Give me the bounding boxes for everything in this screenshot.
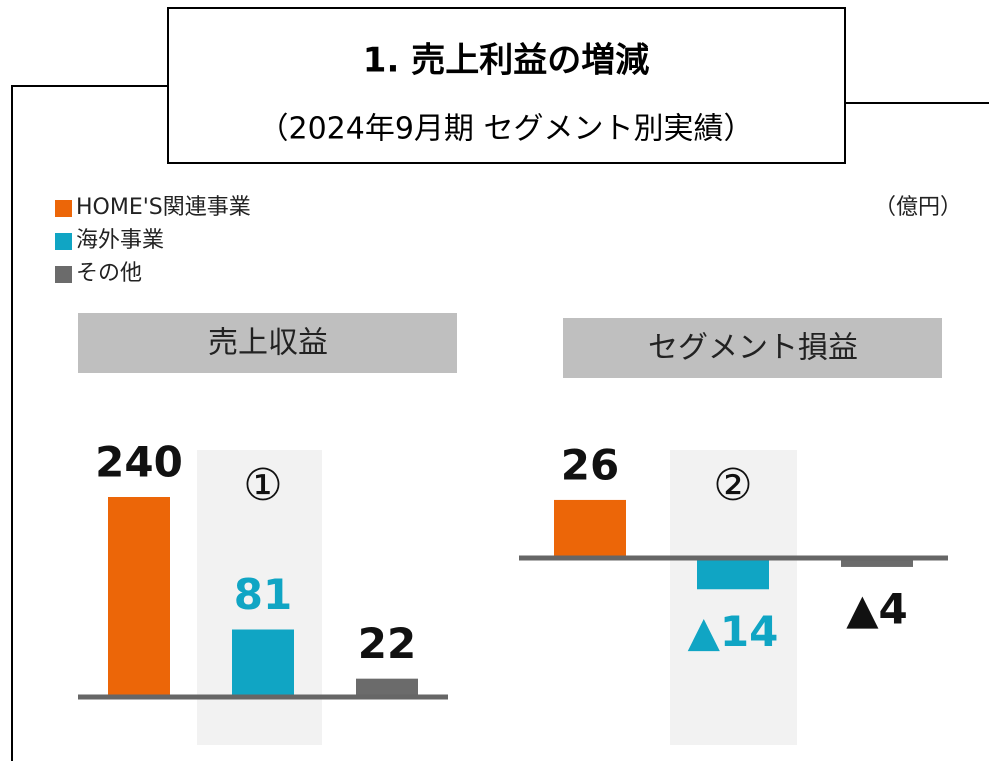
value-label: ▲4	[846, 584, 908, 633]
value-label: 81	[234, 570, 292, 619]
bar	[697, 558, 769, 590]
bar	[356, 678, 418, 697]
value-label: 22	[358, 619, 416, 668]
legend-label: その他	[76, 261, 142, 286]
frame-left	[11, 85, 168, 761]
bar	[841, 558, 913, 567]
title: 1. 売上利益の増減	[363, 41, 649, 81]
annotation: ②	[713, 460, 752, 511]
chart-header	[78, 313, 457, 373]
bar	[108, 497, 170, 697]
chart-title: 売上収益	[208, 326, 328, 361]
value-label: 26	[561, 440, 619, 489]
title-box	[167, 7, 846, 164]
chart-header	[563, 318, 942, 378]
subtitle: （2024年9月期 セグメント別実績）	[259, 112, 754, 147]
chart-title: セグメント損益	[648, 331, 858, 366]
legend-label: 海外事業	[76, 228, 164, 253]
value-label: 240	[95, 438, 183, 487]
legend-swatch	[55, 200, 72, 217]
legend-swatch	[55, 266, 72, 283]
bar	[232, 629, 294, 697]
unit: （億円）	[874, 195, 962, 220]
annotation: ①	[243, 460, 282, 511]
highlight-band	[670, 450, 797, 745]
legend-swatch	[55, 233, 72, 250]
legend-label: HOME'S関連事業	[76, 195, 251, 220]
bar	[554, 499, 626, 558]
value-label: ▲14	[688, 607, 779, 656]
